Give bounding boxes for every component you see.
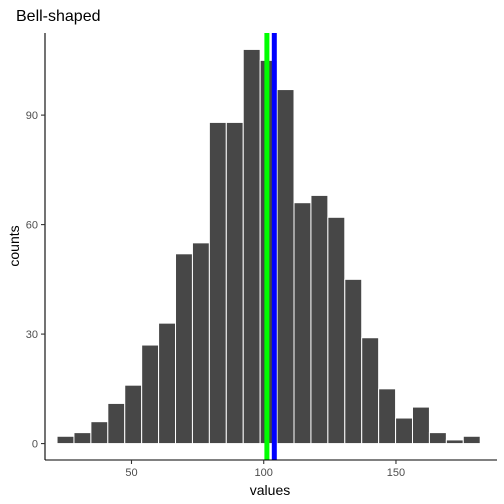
bars-layer [56, 48, 481, 445]
y-tick-label: 30 [26, 329, 38, 341]
x-tick-label: 100 [255, 467, 273, 479]
histogram-bar [327, 216, 346, 445]
histogram-bar [411, 406, 430, 445]
histogram-bar [191, 242, 210, 445]
histogram-bar [293, 202, 312, 445]
histogram-bar [242, 48, 261, 445]
histogram-bar [73, 432, 92, 445]
y-tick-label: 60 [26, 220, 38, 232]
histogram-bar [56, 435, 75, 445]
y-tick-label: 0 [32, 439, 38, 451]
x-axis-title: values [250, 482, 290, 498]
reference-lines-layer [264, 33, 277, 460]
histogram-bar [276, 89, 295, 445]
x-ticks: 50 100 150 [125, 460, 405, 479]
histogram-bar [124, 384, 143, 445]
histogram-bar [175, 253, 193, 445]
chart-title: Bell-shaped [16, 8, 101, 25]
histogram-bar [90, 421, 109, 445]
histogram-bar [225, 121, 244, 445]
histogram-bar [462, 435, 481, 445]
histogram-bar [208, 121, 227, 445]
x-tick-label: 50 [125, 467, 137, 479]
histogram-bar [141, 344, 160, 445]
histogram-bar [395, 417, 413, 445]
x-tick-label: 150 [387, 467, 405, 479]
y-ticks: 0 30 60 90 [26, 110, 45, 451]
histogram-bar [445, 439, 464, 445]
histogram-bar [310, 194, 329, 445]
histogram-bar [158, 322, 177, 445]
histogram-bar [107, 402, 126, 445]
histogram-bar [344, 278, 363, 445]
y-tick-label: 90 [26, 110, 38, 122]
y-axis-title: counts [6, 225, 22, 266]
histogram-bar [378, 388, 397, 445]
histogram-bar [428, 432, 447, 445]
histogram-bar [361, 337, 380, 445]
